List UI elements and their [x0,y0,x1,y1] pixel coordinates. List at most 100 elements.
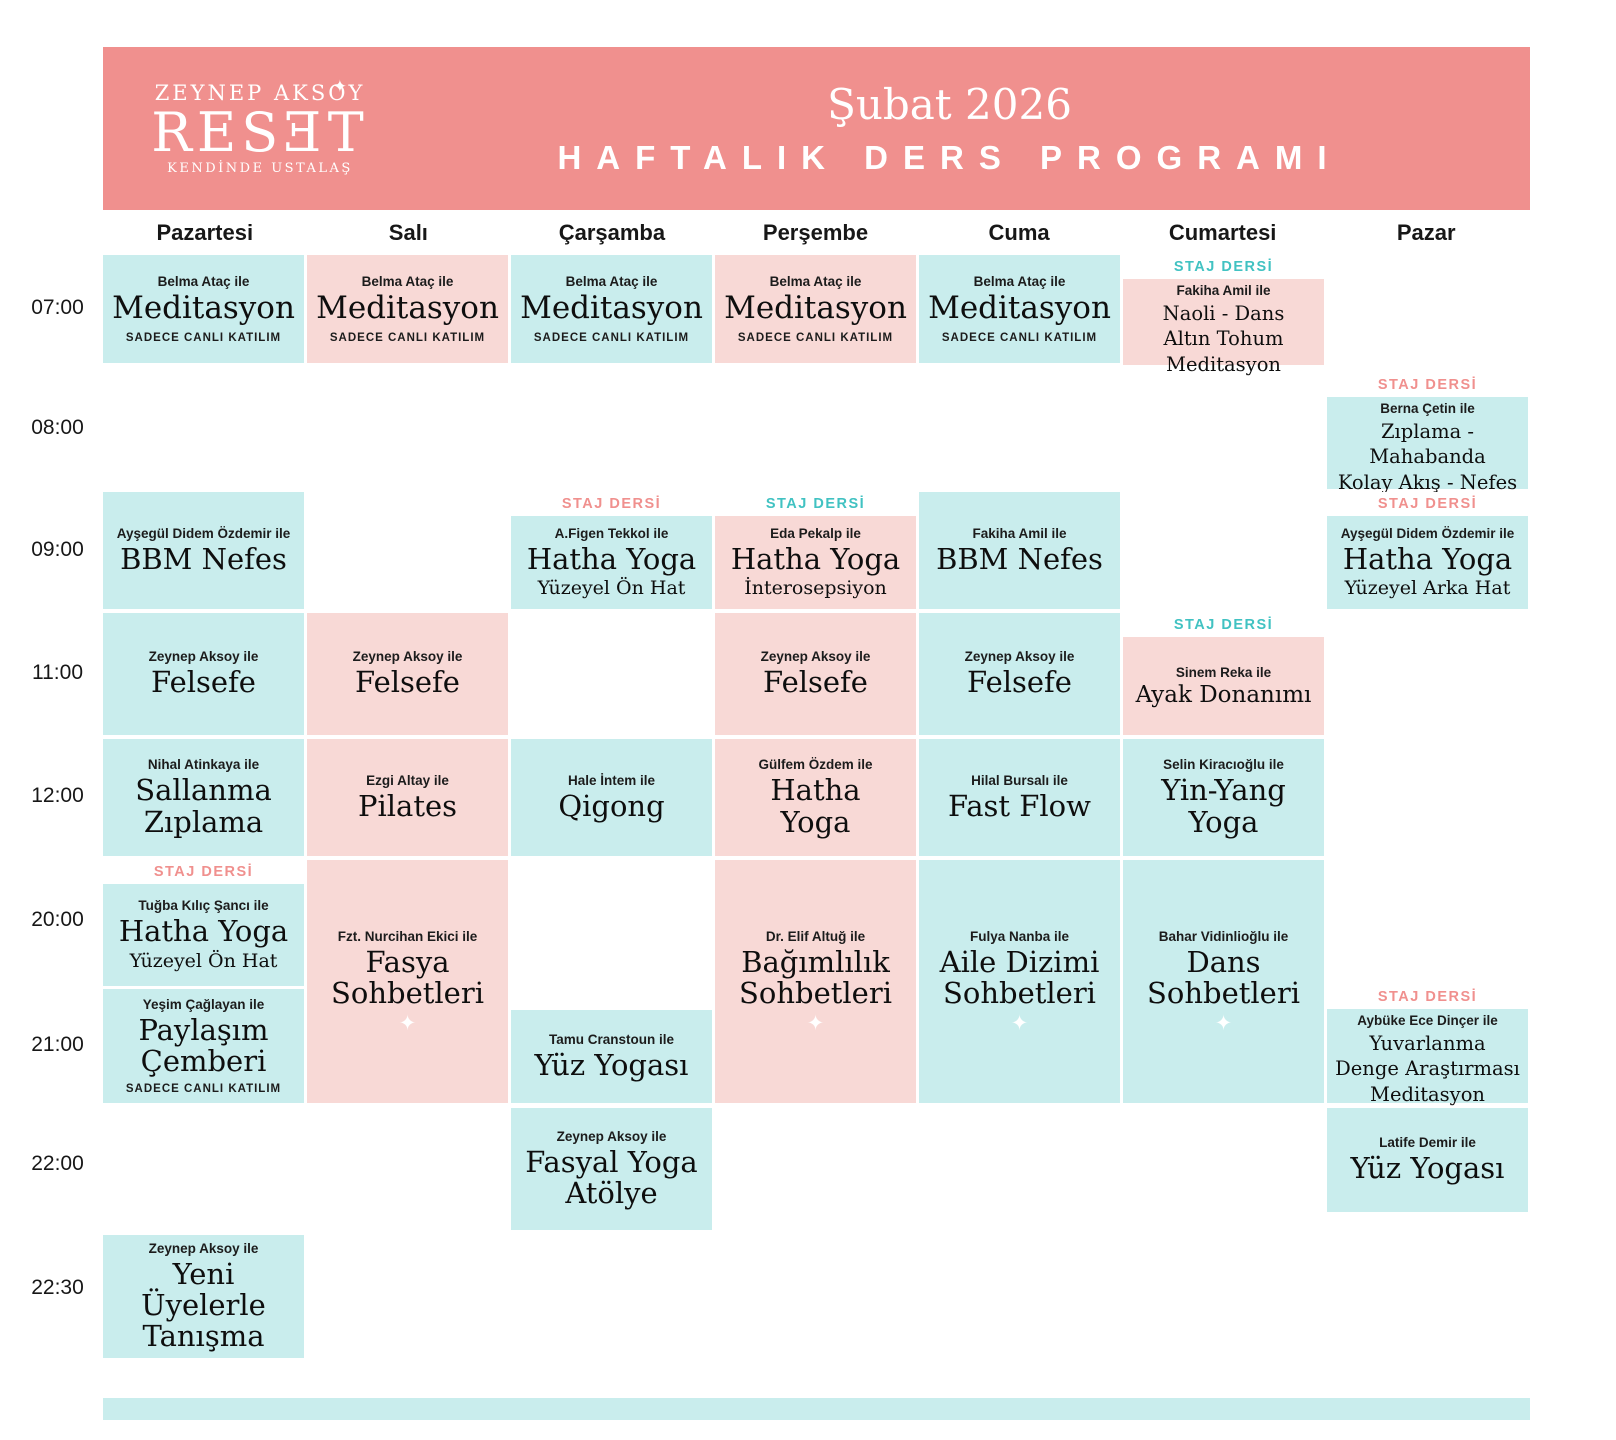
cell-tue-1200: Ezgi Altay ile Pilates [307,739,508,856]
class-title: Hatha Yoga [730,541,901,576]
cell-mon-0900: Ayşegül Didem Özdemir ile BBM Nefes [103,492,304,609]
day-header-thursday: Perşembe [762,220,869,245]
cell-wed-1200: Hale İntem ile Qigong [511,739,712,856]
cell-thu-0900: STAJ DERSİ Eda Pekalp ile Hatha Yoga İnt… [715,492,916,609]
cell-tue-1100: Zeynep Aksoy ile Felsefe [307,613,508,735]
day-header-sunday: Pazar [1396,220,1456,245]
class-title: Felsefe [967,665,1072,700]
staj-label: STAJ DERSİ [1327,373,1528,397]
cell-thu-0700: Belma Ataç ile Meditasyon SADECE CANLI K… [715,255,916,363]
day-header-friday: Cuma [988,220,1050,245]
cell-sat-2000: Bahar Vidinlioğlu ile Dans Sohbetleri ✦ [1123,860,1324,1103]
instructor-name: Belma Ataç ile [769,274,862,290]
cell-wed-2100: Tamu Cranstoun ile Yüz Yogası [511,1010,712,1103]
class-title: Dans Sohbetleri [1147,944,1300,1010]
class-title: Yüz Yogası [534,1047,689,1082]
staj-label: STAJ DERSİ [511,492,712,516]
class-title: Felsefe [151,665,256,700]
day-header-monday: Pazartesi [156,220,254,245]
instructor-name: Belma Ataç ile [565,274,658,290]
live-only-note: SADECE CANLI KATILIM [125,331,282,344]
instructor-name: Zeynep Aksoy ile [556,1128,667,1144]
class-title: Fast Flow [948,788,1091,823]
cell-sun-0800: STAJ DERSİ Berna Çetin ile Zıplama - Mah… [1327,373,1528,494]
class-title: Hatha Yoga [1342,541,1513,576]
class-title: Meditasyon [520,290,703,327]
cell-fri-2000: Fulya Nanba ile Aile Dizimi Sohbetleri ✦ [919,860,1120,1103]
cell-thu-1100: Zeynep Aksoy ile Felsefe [715,613,916,735]
time-label-2230: 22:30 [31,1276,84,1299]
instructor-name: Belma Ataç ile [157,274,250,290]
instructor-name: Ayşegül Didem Özdemir ile [1340,525,1515,541]
cell-sun-0900: STAJ DERSİ Ayşegül Didem Özdemir ile Hat… [1327,492,1528,609]
class-title: Naoli - Dans Altın Tohum Meditasyon [1162,302,1285,376]
class-subtitle: İnterosepsiyon [744,577,887,600]
instructor-name: Fakiha Amil ile [1176,283,1271,298]
live-only-note: SADECE CANLI KATILIM [125,1083,282,1096]
class-title: Meditasyon [316,290,499,327]
staj-label: STAJ DERSİ [715,492,916,516]
brand-logo: ✦ ZEYNEP AKSOY RESƎT KENDİNDE USTALAŞ [151,77,369,177]
day-header-wednesday: Çarşamba [558,220,666,245]
instructor-name: Belma Ataç ile [973,274,1066,290]
staj-label: STAJ DERSİ [1123,613,1324,637]
time-label-2000: 20:00 [31,908,84,931]
cell-sat-1100: STAJ DERSİ Sinem Reka ile Ayak Donanımı [1123,613,1324,735]
instructor-name: Dr. Elif Altuğ ile [765,928,866,944]
time-label-2200: 22:00 [31,1152,84,1175]
cell-sun-2200: Latife Demir ile Yüz Yogası [1327,1108,1528,1212]
instructor-name: Fakiha Amil ile [972,525,1067,541]
live-only-note: SADECE CANLI KATILIM [737,331,894,344]
class-title: BBM Nefes [120,541,287,576]
cell-fri-0700: Belma Ataç ile Meditasyon SADECE CANLI K… [919,255,1120,363]
cell-sat-1200: Selin Kiracıoğlu ile Yin-Yang Yoga [1123,739,1324,856]
instructor-name: Hale İntem ile [567,772,656,788]
cell-thu-1200: Gülfem Özdem ile Hatha Yoga [715,739,916,856]
class-title: BBM Nefes [936,541,1103,576]
instructor-name: Bahar Vidinlioğlu ile [1158,928,1289,944]
sparkle-icon: ✦ [398,1012,417,1036]
class-title: Felsefe [763,665,868,700]
time-label-0800: 08:00 [31,416,84,439]
staj-label: STAJ DERSİ [1327,985,1528,1009]
cell-mon-0700: Belma Ataç ile Meditasyon SADECE CANLI K… [103,255,304,363]
class-subtitle: Yüzeyel Arka Hat [1344,577,1511,600]
schedule-month: Şubat 2026 [827,80,1072,129]
instructor-name: Zeynep Aksoy ile [148,1240,259,1256]
instructor-name: Tuğba Kılıç Şancı ile [138,898,269,914]
class-title: Meditasyon [112,290,295,327]
page-title: HAFTALIK DERS PROGRAMI [557,139,1342,176]
instructor-name: Berna Çetin ile [1380,401,1475,416]
live-only-note: SADECE CANLI KATILIM [533,331,690,344]
class-subtitle: Yüzeyel Ön Hat [537,577,686,600]
cell-fri-1200: Hilal Bursalı ile Fast Flow [919,739,1120,856]
cell-wed-2200: Zeynep Aksoy ile Fasyal Yoga Atölye [511,1108,712,1230]
class-title: Aile Dizimi Sohbetleri [939,944,1100,1010]
instructor-name: Fulya Nanba ile [969,928,1070,944]
instructor-name: Gülfem Özdem ile [758,757,873,773]
instructor-name: Ayşegül Didem Özdemir ile [116,525,291,541]
instructor-name: Aybüke Ece Dinçer ile [1357,1013,1498,1028]
class-title: Hatha Yoga [118,914,289,949]
staj-label: STAJ DERSİ [1327,492,1528,516]
staj-label: STAJ DERSİ [103,860,304,884]
class-title: Sallanma Zıplama [135,773,272,839]
day-header-tuesday: Salı [388,220,428,245]
time-label-0700: 07:00 [31,296,84,319]
logo-wordmark: RESƎT [151,100,369,164]
time-label-0900: 09:00 [31,538,84,561]
instructor-name: Zeynep Aksoy ile [964,649,1075,665]
class-title: Yuvarlanma Denge Araştırması Meditasyon [1335,1032,1520,1106]
sparkle-icon: ✦ [332,76,347,97]
instructor-name: A.Figen Tekkol ile [554,525,669,541]
class-title: Qigong [558,788,665,823]
cell-thu-2000: Dr. Elif Altuğ ile Bağımlılık Sohbetleri… [715,860,916,1103]
cell-tue-0700: Belma Ataç ile Meditasyon SADECE CANLI K… [307,255,508,363]
instructor-name: Tamu Cranstoun ile [548,1031,674,1047]
cell-mon-2230: Zeynep Aksoy ile Yeni Üyelerle Tanışma [103,1235,304,1358]
cell-sat-0700: STAJ DERSİ Fakiha Amil ile Naoli - Dans … [1123,255,1324,376]
class-title: Yeni Üyelerle Tanışma [141,1256,266,1354]
sparkle-icon: ✦ [1214,1012,1233,1036]
class-title: Yüz Yogası [1350,1151,1505,1186]
